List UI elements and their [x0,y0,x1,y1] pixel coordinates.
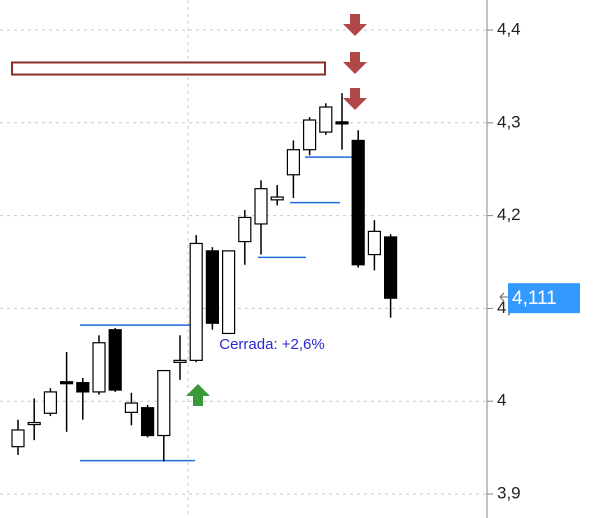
candle-body [27,421,41,426]
candle-body [173,359,187,363]
candle-body [141,407,155,437]
candle-body [124,402,139,413]
candle-body [76,382,90,393]
sell-arrows [343,14,367,110]
candle-body [43,391,58,414]
candle-body [319,106,333,133]
candle-body [238,216,252,243]
last-price-label: 4,111 [512,288,557,309]
last-price-box [508,283,580,314]
candle-body [303,119,317,151]
plot: 3,944,14,24,34,4 [0,19,521,502]
down-arrow [343,88,367,110]
up-arrow [186,384,210,406]
annotation: Cerrada: +2,6% [219,336,324,353]
candle-body [59,381,74,385]
candle-body [286,149,300,176]
candle-body [205,250,219,324]
y-tick-label: 3,9 [497,483,521,502]
candle-body [189,242,203,361]
candle-body [157,369,171,437]
candle-body [270,196,284,201]
zone [11,61,326,76]
y-tick-label: 4,4 [497,19,521,38]
candle-body [108,329,122,391]
candle-body [335,121,349,125]
candle-body [222,250,236,335]
y-tick-label: 4,3 [497,112,521,131]
price-pointer [499,292,508,302]
candle-body [254,188,268,225]
candle-body [92,342,106,393]
candle-body [11,429,25,448]
down-arrow [343,14,367,36]
y-tick-label: 4 [497,391,506,410]
down-arrow [343,52,367,74]
y-tick-label: 4,2 [497,205,521,224]
candle-body [384,236,398,299]
candle-body [367,230,381,256]
candle-body [351,139,365,266]
